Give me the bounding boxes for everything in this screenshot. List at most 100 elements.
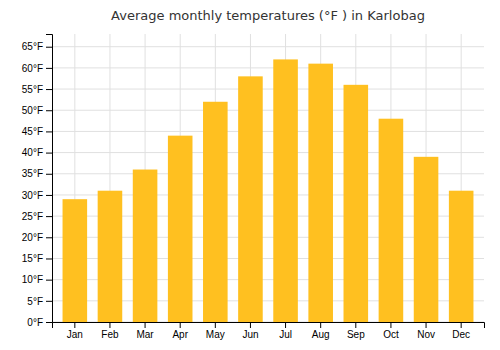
tick: Feb	[101, 322, 119, 340]
grid-line	[52, 131, 484, 132]
bar	[449, 191, 474, 322]
tick-label: 40°F	[22, 147, 43, 158]
plot: 0°F 5°F 10°F 15°F 20°F 25°F 30°F 35°F 40°F 45°F 50…	[22, 34, 485, 340]
tick: 65°F	[22, 41, 52, 52]
tick-label: Jun	[242, 329, 258, 340]
tick-mark	[46, 153, 52, 154]
tick: 45°F	[22, 126, 52, 137]
tick-mark	[74, 322, 75, 328]
tick-label: Mar	[136, 329, 154, 340]
tick-label: 20°F	[22, 232, 43, 243]
tick-label: May	[206, 329, 225, 340]
tick-mark	[109, 322, 110, 328]
tick-label: 50°F	[22, 105, 43, 116]
bar	[273, 59, 298, 322]
grid	[52, 34, 484, 322]
grid-line	[52, 89, 484, 90]
tick: 15°F	[22, 253, 52, 264]
tick-mark	[46, 47, 52, 48]
tick: Mar	[136, 322, 154, 340]
tick-label: Apr	[172, 329, 188, 340]
tick-mark	[46, 322, 52, 323]
grid-line	[52, 152, 484, 153]
tick-label: 5°F	[27, 296, 43, 307]
grid-line	[52, 46, 484, 47]
bar	[133, 170, 158, 322]
tick-label: 60°F	[22, 63, 43, 74]
tick-mark	[46, 216, 52, 217]
tick: 30°F	[22, 190, 52, 201]
tick-label: 55°F	[22, 84, 43, 95]
bars	[63, 59, 474, 322]
tick-mark	[46, 258, 52, 259]
tick-label: Jan	[67, 329, 83, 340]
tick: 50°F	[22, 105, 52, 116]
tick-mark	[355, 322, 356, 328]
tick-label: 65°F	[22, 41, 43, 52]
tick-mark	[320, 322, 321, 328]
tick-mark	[215, 322, 216, 328]
tick-mark	[46, 110, 52, 111]
tick-label: Feb	[101, 329, 119, 340]
tick-label: 45°F	[22, 126, 43, 137]
tick-mark	[46, 301, 52, 302]
tick-mark	[46, 280, 52, 281]
bar	[238, 76, 263, 322]
tick-label: Sep	[347, 329, 365, 340]
tick-label: 15°F	[22, 253, 43, 264]
chart: 0°F 5°F 10°F 15°F 20°F 25°F 30°F 35°F 40°F 45°F 50…	[0, 0, 500, 350]
tick-label: 30°F	[22, 190, 43, 201]
tick-mark	[285, 322, 286, 328]
tick-mark	[46, 237, 52, 238]
tick: 10°F	[22, 274, 52, 285]
tick: 55°F	[22, 84, 52, 95]
tick: 25°F	[22, 211, 52, 222]
tick-mark	[390, 322, 391, 328]
tick: 60°F	[22, 63, 52, 74]
y-axis: 0°F 5°F 10°F 15°F 20°F 25°F 30°F 35°F 40°F 45°F 50…	[22, 35, 53, 328]
tick-mark	[461, 322, 462, 328]
bar	[379, 119, 404, 322]
tick: Sep	[347, 322, 365, 340]
x-axis: JanFebMarAprMayJunJulAugSepOctNovDec	[53, 322, 485, 340]
grid-line	[52, 110, 484, 111]
tick: 20°F	[22, 232, 52, 243]
tick: Nov	[417, 322, 435, 340]
bar	[98, 191, 123, 322]
tick: Dec	[452, 322, 470, 340]
tick: Jun	[242, 322, 258, 340]
bar	[344, 85, 369, 322]
axis-line	[46, 35, 53, 323]
axis-line	[53, 323, 485, 329]
title: Average monthly temperatures (°F ) in Ka…	[111, 8, 425, 23]
tick: Jan	[67, 322, 83, 340]
tick-label: 0°F	[27, 317, 43, 328]
tick-label: Jul	[279, 329, 292, 340]
tick: 0°F	[27, 317, 52, 328]
tick-label: Oct	[383, 329, 399, 340]
tick-label: 35°F	[22, 168, 43, 179]
bar	[168, 136, 193, 322]
bar	[203, 102, 228, 322]
tick: May	[206, 322, 225, 340]
tick: 40°F	[22, 147, 52, 158]
tick-label: 10°F	[22, 274, 43, 285]
tick-mark	[46, 131, 52, 132]
tick-label: 25°F	[22, 211, 43, 222]
tick-mark	[180, 322, 181, 328]
bar	[414, 157, 439, 322]
tick-mark	[426, 322, 427, 328]
tick: Apr	[172, 322, 188, 340]
tick-label: Nov	[417, 329, 435, 340]
tick: Jul	[279, 322, 292, 340]
tick: 5°F	[27, 296, 52, 307]
tick-mark	[46, 195, 52, 196]
tick-mark	[46, 89, 52, 90]
tick-label: Dec	[452, 329, 470, 340]
tick: Oct	[383, 322, 399, 340]
bar	[308, 64, 333, 322]
bar	[63, 199, 88, 322]
tick-mark	[46, 174, 52, 175]
tick-mark	[250, 322, 251, 328]
tick-mark	[46, 68, 52, 69]
